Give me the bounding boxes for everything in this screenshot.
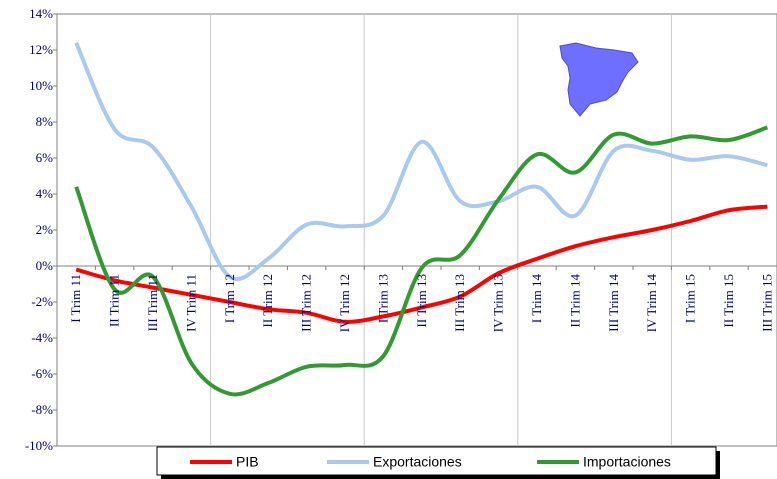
x-tick-label: I Trim 12	[222, 274, 237, 323]
y-tick-label: 12%	[29, 42, 53, 57]
x-tick-label: IV Trim 11	[183, 274, 198, 332]
spain-map	[559, 42, 639, 117]
x-tick-label: II Trim 15	[721, 274, 736, 327]
y-tick-label: -10%	[25, 438, 53, 453]
y-tick-label: 4%	[36, 186, 54, 201]
legend-label: Exportaciones	[373, 454, 462, 470]
x-tick-label: III Trim 15	[759, 274, 774, 332]
y-tick-label: 0%	[36, 258, 54, 273]
x-tick-label: IV Trim 12	[337, 274, 352, 332]
y-tick-label: -2%	[31, 294, 53, 309]
x-tick-label: II Trim 11	[107, 274, 122, 327]
x-tick-label: IV Trim 14	[644, 274, 659, 333]
series-line	[75, 204, 768, 324]
y-tick-label: -4%	[31, 330, 53, 345]
y-tick-label: 14%	[29, 6, 53, 21]
x-tick-label: IV Trim 13	[491, 274, 506, 332]
y-tick-label: 8%	[36, 114, 54, 129]
x-tick-label: III Trim 12	[299, 274, 314, 332]
x-tick-label: II Trim 13	[414, 274, 429, 327]
y-tick-label: 10%	[29, 78, 53, 93]
y-tick-label: 6%	[36, 150, 54, 165]
y-tick-label: -8%	[31, 402, 53, 417]
legend-label: PIB	[236, 454, 259, 470]
x-tick-label: I Trim 15	[683, 274, 698, 323]
x-tick-label: III Trim 14	[606, 274, 621, 332]
x-tick-label: III Trim 13	[452, 274, 467, 332]
series-line	[74, 41, 768, 281]
legend-label: Importaciones	[583, 454, 671, 470]
x-tick-label: I Trim 11	[68, 274, 83, 323]
x-tick-label: II Trim 14	[567, 274, 582, 328]
plot-area	[56, 13, 777, 447]
series-line	[74, 125, 769, 397]
legend-box	[156, 446, 717, 476]
x-tick-label: III Trim 11	[145, 274, 160, 331]
y-tick-label: 2%	[36, 222, 54, 237]
x-tick-label: I Trim 14	[529, 274, 544, 324]
x-tick-label: I Trim 13	[375, 274, 390, 323]
x-tick-label: II Trim 12	[260, 274, 275, 327]
y-tick-label: -6%	[31, 366, 53, 381]
